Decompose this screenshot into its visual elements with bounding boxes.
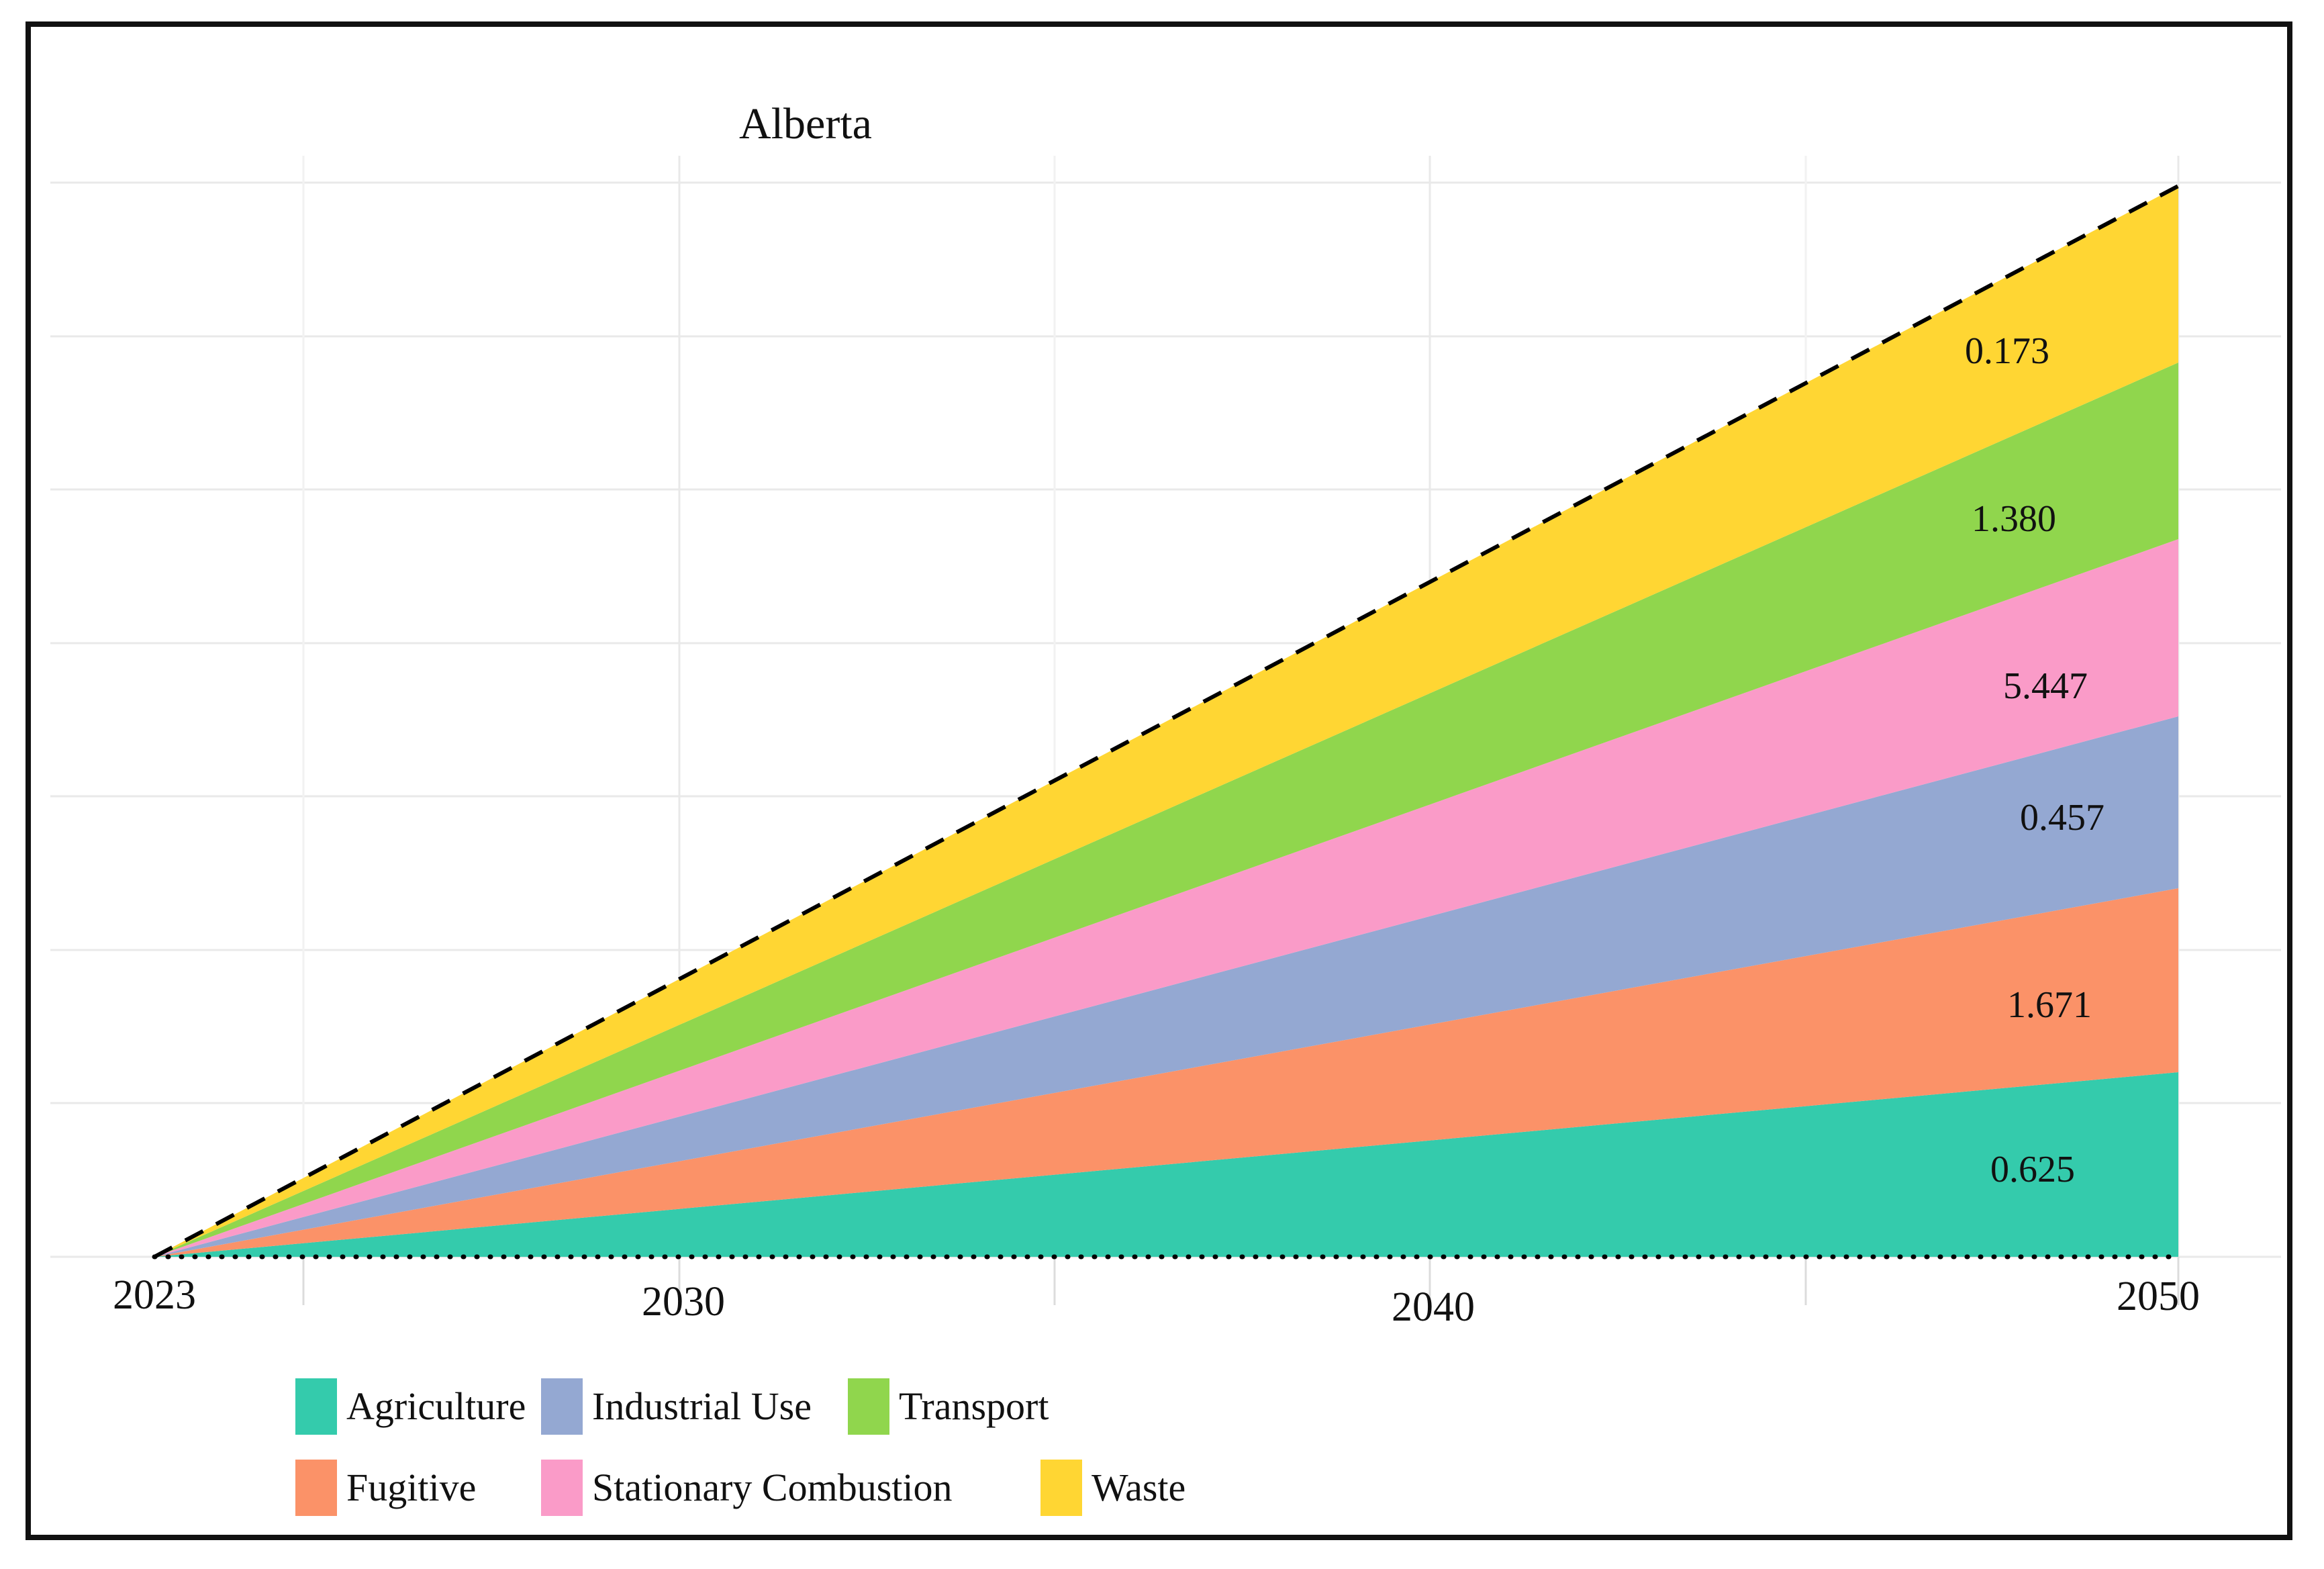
legend-item-transport: Transport [848, 1378, 1049, 1435]
x-tick-2040: 2040 [1392, 1284, 1475, 1330]
x-tick-2050: 2050 [2117, 1274, 2200, 1319]
x-tick-2023: 2023 [113, 1272, 196, 1318]
legend-swatch-transport [848, 1378, 889, 1435]
legend-swatch-stationary-combustion [541, 1460, 583, 1516]
legend-swatch-fugitive [295, 1460, 337, 1516]
legend-swatch-industrial-use [541, 1378, 583, 1435]
legend-swatch-agriculture [295, 1378, 337, 1435]
legend-item-industrial-use: Industrial Use [541, 1378, 812, 1435]
band-label-industrial-use: 0.457 [2020, 797, 2104, 839]
legend-label-waste: Waste [1092, 1466, 1186, 1509]
band-label-transport: 1.380 [1972, 498, 2056, 540]
legend-item-waste: Waste [1040, 1459, 1185, 1517]
band-label-agriculture: 0.625 [1990, 1149, 2075, 1190]
legend-label-fugitive: Fugitive [346, 1466, 477, 1509]
band-label-stationary-combustion: 5.447 [2003, 665, 2088, 707]
legend-label-agriculture: Agriculture [346, 1384, 526, 1428]
legend-label-transport: Transport [899, 1384, 1049, 1428]
legend-item-stationary-combustion: Stationary Combustion [541, 1459, 953, 1517]
legend-item-agriculture: Agriculture [295, 1378, 526, 1435]
chart-title: Alberta [739, 99, 872, 148]
legend-item-fugitive: Fugitive [295, 1459, 476, 1517]
legend-swatch-waste [1040, 1460, 1082, 1516]
legend-label-industrial-use: Industrial Use [592, 1384, 812, 1428]
legend-label-stationary-combustion: Stationary Combustion [592, 1466, 953, 1509]
band-label-fugitive: 1.671 [2007, 984, 2092, 1026]
band-label-waste: 0.173 [1965, 330, 2049, 372]
x-tick-2030: 2030 [642, 1279, 725, 1325]
